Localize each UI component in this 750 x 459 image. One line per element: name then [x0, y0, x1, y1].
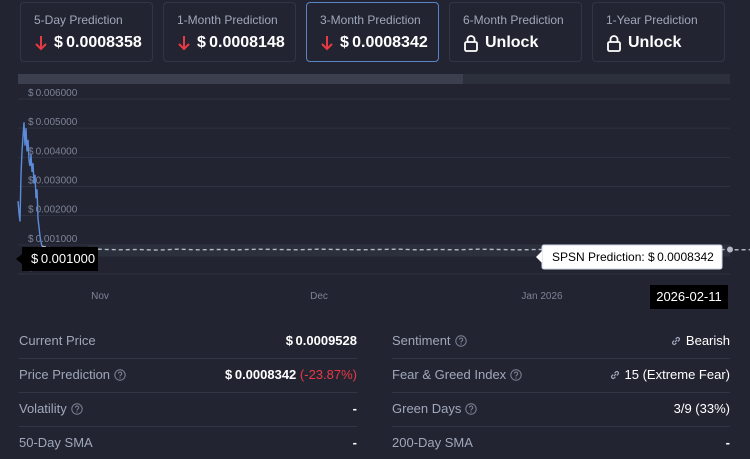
stat-200-day-sma: 200-Day SMA - [392, 426, 730, 459]
sentiment-link[interactable]: Bearish [670, 333, 730, 348]
x-tick-label: Jan 2026 [521, 291, 563, 302]
stat-value-wrap: - [353, 435, 357, 450]
stat-value: 15 (Extreme Fear) [624, 367, 730, 382]
stat-value-wrap: 3/9 (33%) [674, 401, 730, 416]
stat-50-day-sma: 50-Day SMA - [19, 426, 357, 459]
fear-greed-link[interactable]: 15 (Extreme Fear) [609, 367, 730, 382]
prediction-card-5-day[interactable]: 5-Day Prediction $ 0.0008358 [20, 2, 153, 62]
prediction-cards: 5-Day Prediction $ 0.0008358 1-Month Pre… [0, 0, 750, 64]
stat-value: $ 0.0009528 [285, 333, 357, 348]
help-icon[interactable] [454, 334, 467, 347]
stat-label: 50-Day SMA [19, 435, 93, 450]
arrow-down-icon [35, 36, 47, 51]
prediction-card-1-month[interactable]: 1-Month Prediction $ 0.0008148 [163, 2, 296, 62]
divider [19, 358, 357, 359]
prediction-card-3-month[interactable]: 3-Month Prediction $ 0.0008342 [306, 2, 439, 62]
stat-value: $ 0.0008342 [225, 367, 297, 382]
stat-label: Green Days [392, 401, 462, 416]
stat-value: - [725, 435, 730, 450]
stat-price-prediction: Price Prediction $ 0.0008342 (-23.87%) [19, 358, 357, 392]
stat-value: - [352, 401, 357, 416]
prediction-tooltip-pointer [536, 251, 542, 263]
prediction-card-value: Unlock [628, 34, 682, 51]
prediction-card-value-row: $ 0.0008148 [177, 34, 285, 52]
chart-range-selector [18, 74, 463, 84]
prediction-card-label: 1-Month Prediction [177, 13, 278, 27]
stat-green-days: Green Days 3/9 (33%) [392, 392, 730, 426]
prediction-card-value: $ 0.0008342 [340, 34, 428, 51]
link-icon [610, 370, 619, 379]
lock-icon [464, 35, 478, 52]
prediction-card-value: $ 0.0008358 [54, 34, 142, 51]
current-price-badge-pointer [16, 254, 22, 264]
x-tick-label: Dec [310, 291, 328, 302]
link-icon [671, 336, 680, 345]
stat-change: (-23.87%) [299, 367, 357, 382]
stat-label-wrap: Fear & Greed Index [392, 367, 522, 382]
current-price-label: $ 0.001000 [31, 251, 95, 266]
arrow-down-icon [321, 36, 333, 51]
prediction-card-6-month[interactable]: 6-Month Prediction Unlock [449, 2, 582, 62]
prediction-card-value-row: $ 0.0008342 [320, 34, 428, 52]
help-icon[interactable] [510, 368, 522, 381]
stat-value: 3/9 (33%) [673, 401, 730, 416]
y-tick-label: $ 0.005000 [28, 117, 78, 128]
y-tick-label: $ 0.004000 [28, 146, 78, 157]
stat-value-wrap: - [726, 435, 730, 450]
stat-volatility: Volatility - [19, 392, 357, 426]
help-icon[interactable] [114, 368, 126, 381]
stat-label: Fear & Greed Index [392, 367, 507, 382]
prediction-card-value-row: $ 0.0008358 [34, 34, 142, 52]
help-icon[interactable] [465, 402, 478, 415]
stat-label-wrap: Price Prediction [19, 367, 126, 382]
chart-svg[interactable]: $ 0.006000 $ 0.005000 $ 0.004000 $ 0.003000… [0, 64, 750, 312]
y-tick-label: $ 0.001000 [28, 234, 78, 245]
help-icon[interactable] [71, 402, 83, 415]
divider [19, 426, 357, 427]
arrow-down-icon [178, 36, 190, 51]
stat-label-wrap: Volatility [19, 401, 83, 416]
prediction-end-point [727, 246, 733, 253]
x-tick-label: Nov [91, 291, 109, 302]
stat-value: - [352, 435, 357, 450]
y-tick-label: $ 0.003000 [28, 176, 78, 187]
prediction-card-label: 6-Month Prediction [463, 13, 564, 27]
prediction-card-value: $ 0.0008148 [197, 34, 285, 51]
stat-label: Volatility [19, 401, 67, 416]
chart-date-badge: 2026-02-11 [650, 285, 728, 309]
chart-range-track [463, 74, 730, 84]
prediction-card-value-row: Unlock [606, 34, 681, 52]
divider [19, 392, 357, 393]
stat-fear-greed-index: Fear & Greed Index 15 (Extreme Fear) [392, 358, 730, 392]
stat-value-wrap: $ 0.0009528 [286, 333, 357, 348]
prediction-card-value: Unlock [485, 34, 539, 51]
stat-current-price: Current Price $ 0.0009528 [19, 324, 357, 358]
prediction-card-label: 3-Month Prediction [320, 13, 421, 27]
stat-label-wrap: Sentiment [392, 333, 467, 348]
stat-value: Bearish [685, 333, 730, 348]
stat-label: Sentiment [392, 333, 451, 348]
stat-label-wrap: Green Days [392, 401, 478, 416]
price-prediction-chart[interactable]: $ 0.006000 $ 0.005000 $ 0.004000 $ 0.003000… [0, 64, 750, 312]
stat-sentiment: Sentiment Bearish [392, 324, 730, 358]
prediction-card-1-year[interactable]: 1-Year Prediction Unlock [592, 2, 725, 62]
divider [392, 358, 730, 359]
current-price-badge [22, 247, 98, 271]
price-line [17, 122, 43, 247]
prediction-card-value-row: Unlock [463, 34, 538, 52]
stat-label: Price Prediction [19, 367, 111, 382]
prediction-band [88, 244, 730, 257]
y-tick-label: $ 0.006000 [28, 88, 78, 99]
stat-label: 200-Day SMA [392, 435, 473, 450]
stat-value-wrap: $ 0.0008342 (-23.87%) [225, 367, 357, 382]
divider [392, 392, 730, 393]
y-tick-label: $ 0.002000 [28, 205, 78, 216]
prediction-tooltip-label: SPSN Prediction: $ 0.0008342 [552, 250, 714, 264]
stat-value-wrap: - [353, 401, 357, 416]
divider [392, 426, 730, 427]
lock-icon [607, 35, 621, 52]
stat-label: Current Price [19, 333, 96, 348]
prediction-card-label: 1-Year Prediction [606, 13, 698, 27]
prediction-card-label: 5-Day Prediction [34, 13, 123, 27]
